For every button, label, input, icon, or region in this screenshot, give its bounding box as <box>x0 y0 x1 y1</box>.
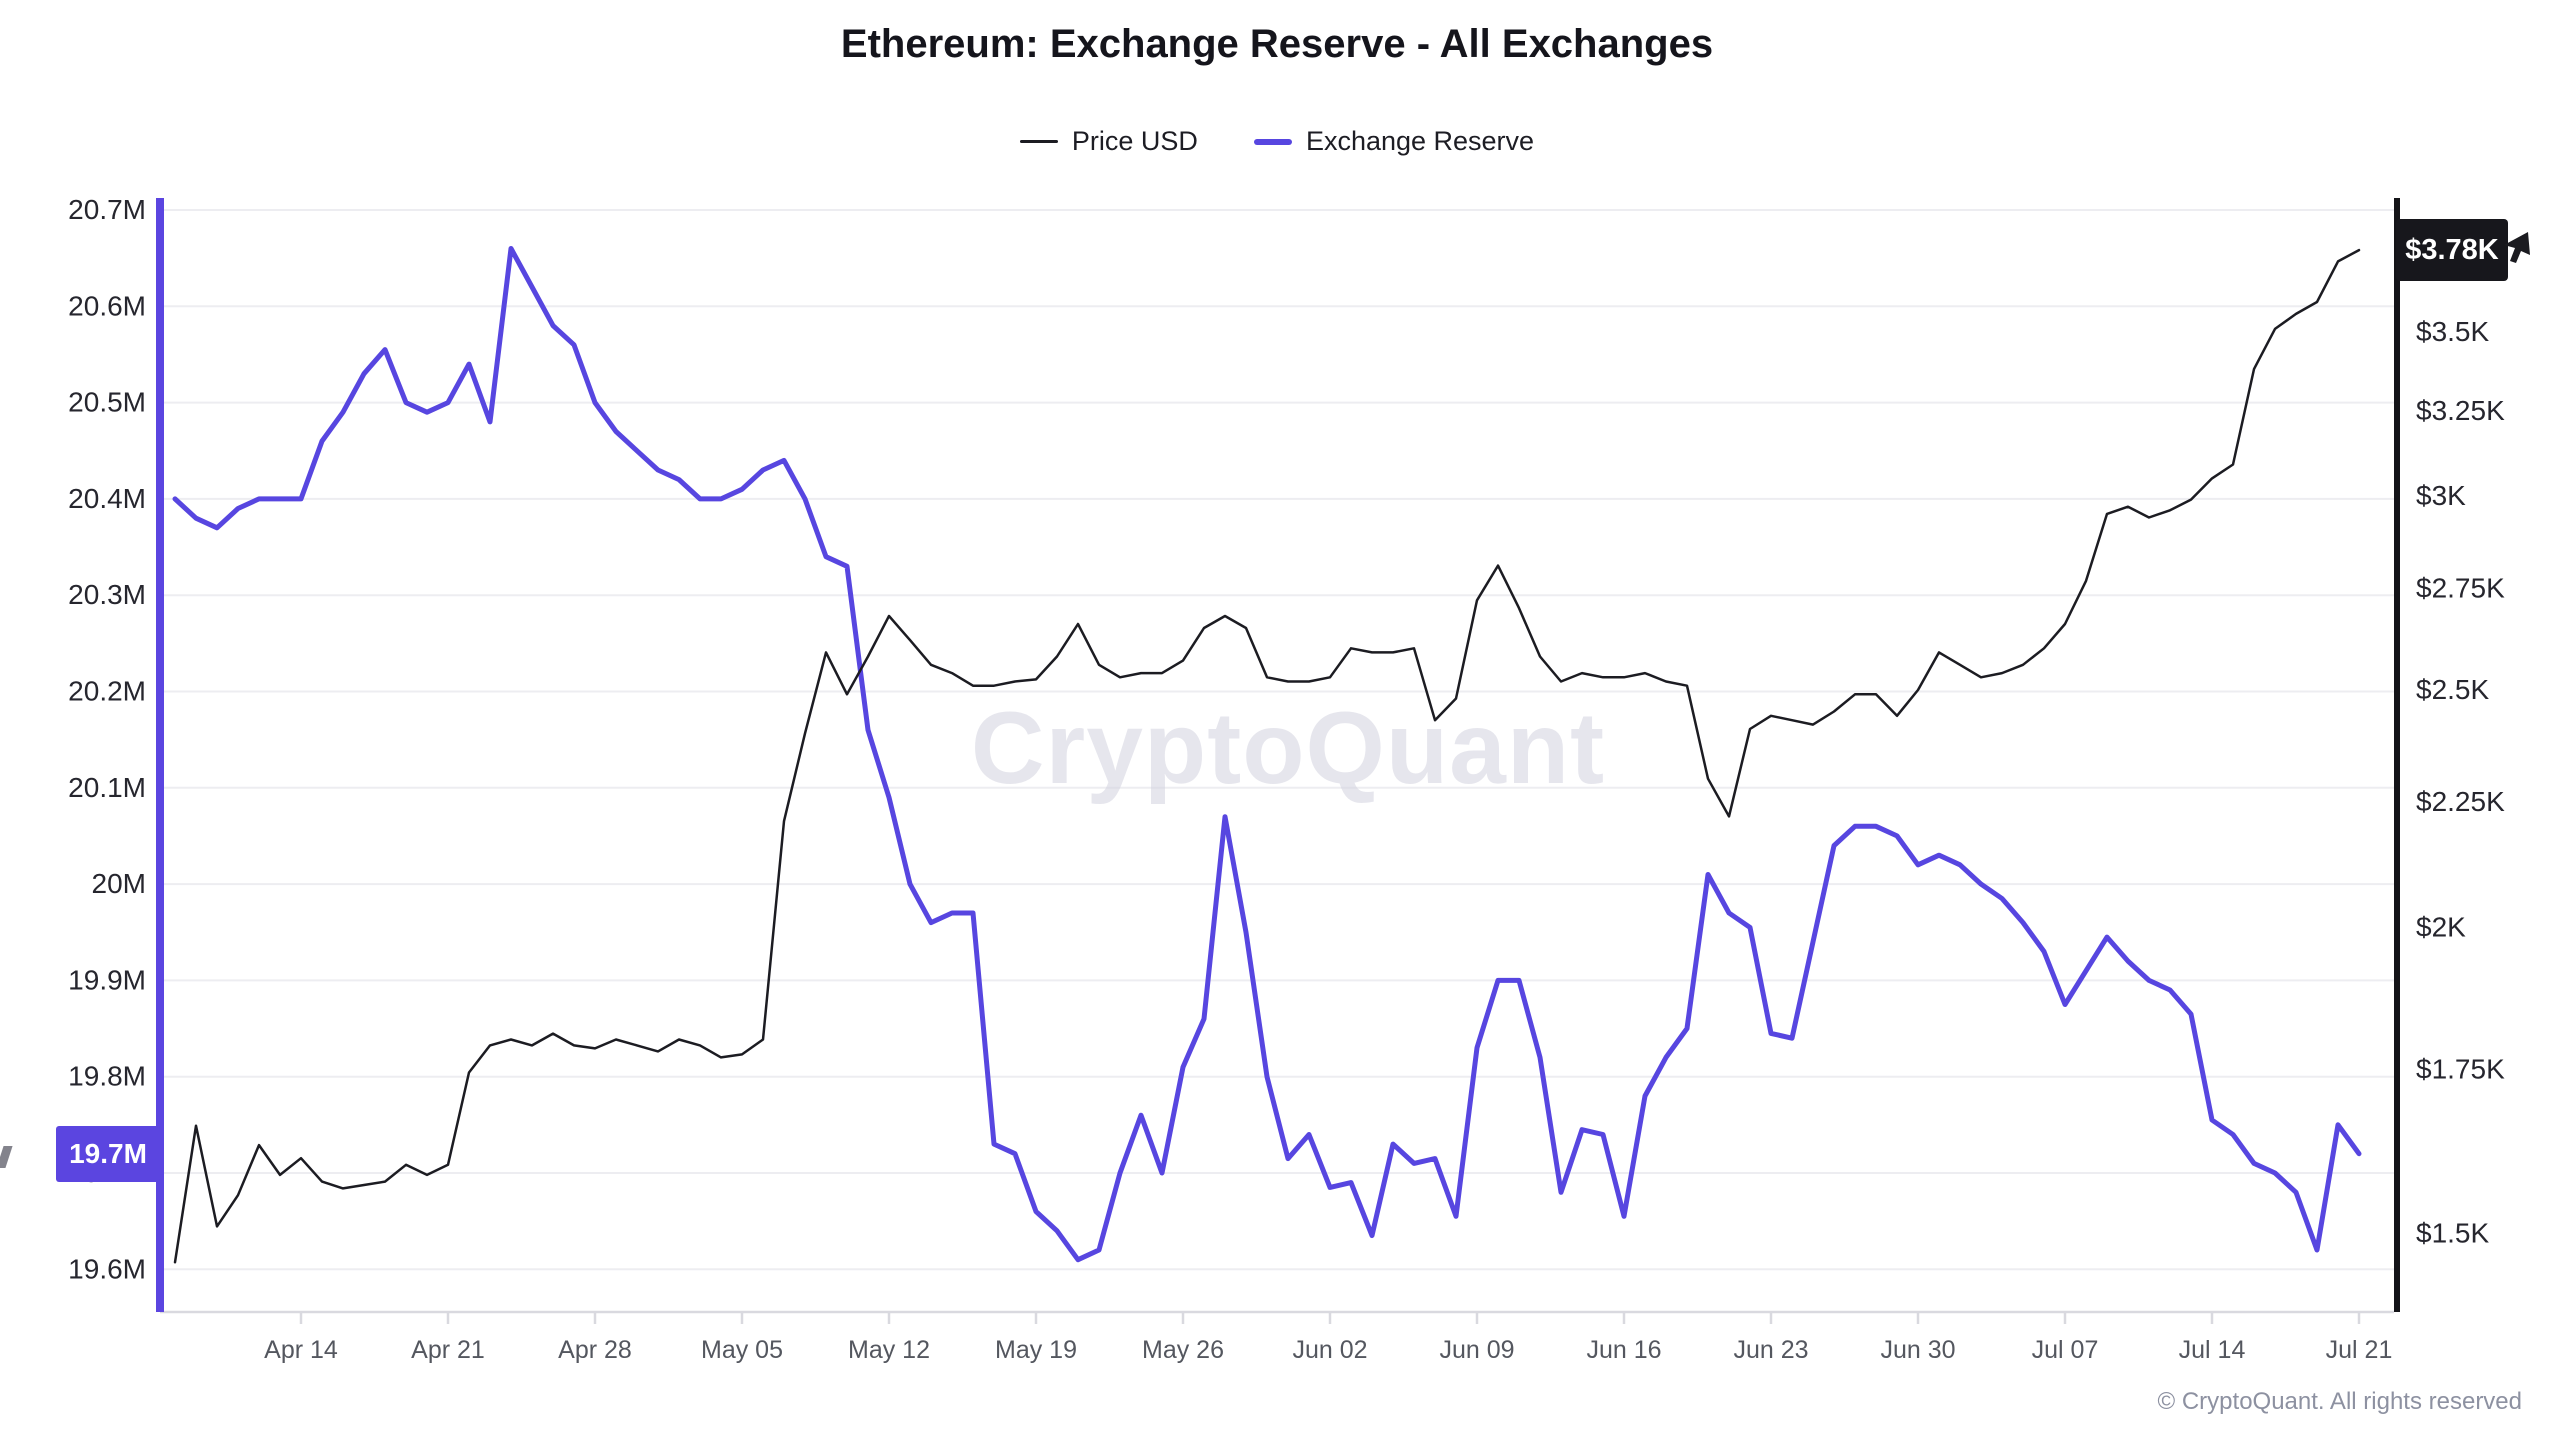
left-axis-label[interactable]: 19.6M <box>68 1253 146 1284</box>
left-axis-label[interactable]: 20.7M <box>68 194 146 225</box>
left-axis-label[interactable]: 20.3M <box>68 579 146 610</box>
reserve-line-swatch-icon <box>1253 138 1292 145</box>
right-axis-label[interactable]: $2.5K <box>2416 674 2489 705</box>
left-axis-label[interactable]: 19.9M <box>68 964 146 995</box>
left-axis-label[interactable]: 20.5M <box>68 387 146 418</box>
price-line-swatch-icon <box>1019 140 1058 143</box>
right-axis-label[interactable]: $2.25K <box>2416 786 2505 817</box>
x-axis-label[interactable]: May 26 <box>1142 1336 1224 1364</box>
x-axis-label[interactable]: Jun 16 <box>1586 1336 1661 1364</box>
right-axis-label[interactable]: $2K <box>2416 911 2466 942</box>
x-axis-label[interactable]: Jun 09 <box>1439 1336 1514 1364</box>
left-axis-label[interactable]: 20.6M <box>68 290 146 321</box>
left-axis-label[interactable]: 19.8M <box>68 1061 146 1092</box>
x-axis-label[interactable]: May 19 <box>995 1336 1077 1364</box>
reserve-series-line[interactable] <box>172 246 2362 1263</box>
left-axis-label[interactable]: 20.2M <box>68 676 146 707</box>
x-axis-label[interactable]: Jun 23 <box>1733 1336 1808 1364</box>
legend: Price USD Exchange Reserve <box>160 126 2394 157</box>
legend-item-price[interactable]: Price USD <box>1019 126 1198 157</box>
legend-label-reserve: Exchange Reserve <box>1305 126 1535 156</box>
x-axis-label[interactable]: Apr 28 <box>558 1336 632 1364</box>
x-axis-label[interactable]: Jun 02 <box>1292 1336 1367 1364</box>
right-axis-label[interactable]: $1.5K <box>2416 1218 2489 1249</box>
reserve-last-value-badge: 19.7M <box>56 1125 160 1182</box>
left-axis-label[interactable]: 20.4M <box>68 483 146 514</box>
legend-item-reserve[interactable]: Exchange Reserve <box>1253 126 1535 157</box>
right-axis-label[interactable]: $2.75K <box>2416 573 2505 604</box>
right-axis-label[interactable]: $3.25K <box>2416 395 2505 426</box>
legend-label-price: Price USD <box>1071 126 1198 156</box>
right-axis-label[interactable]: $3K <box>2416 480 2466 511</box>
x-axis-label[interactable]: Apr 21 <box>411 1336 485 1364</box>
x-axis-label[interactable]: Jul 21 <box>2326 1336 2393 1364</box>
right-axis-label[interactable]: $3.5K <box>2416 316 2489 347</box>
x-axis-label[interactable]: Apr 14 <box>264 1336 338 1364</box>
x-axis-label[interactable]: Jul 07 <box>2032 1336 2099 1364</box>
copyright-footer: © CryptoQuant. All rights reserved <box>2157 1388 2523 1415</box>
x-axis-label[interactable]: Jul 14 <box>2179 1336 2246 1364</box>
mouse-cursor-icon <box>2504 232 2530 263</box>
x-axis-label[interactable]: May 12 <box>848 1336 930 1364</box>
left-axis-label[interactable]: 20M <box>92 868 146 899</box>
x-axis-label[interactable]: May 05 <box>701 1336 783 1364</box>
chart-title: Ethereum: Exchange Reserve - All Exchang… <box>840 22 1714 66</box>
x-axis-label[interactable]: Jun 30 <box>1880 1336 1955 1364</box>
right-axis-label[interactable]: $1.75K <box>2416 1053 2505 1084</box>
price-series-line[interactable] <box>173 248 2361 1264</box>
price-last-value-badge: $3.78K <box>2396 219 2508 282</box>
left-axis-label[interactable]: 20.1M <box>68 772 146 803</box>
watermark: CryptoQuant <box>971 691 1605 805</box>
